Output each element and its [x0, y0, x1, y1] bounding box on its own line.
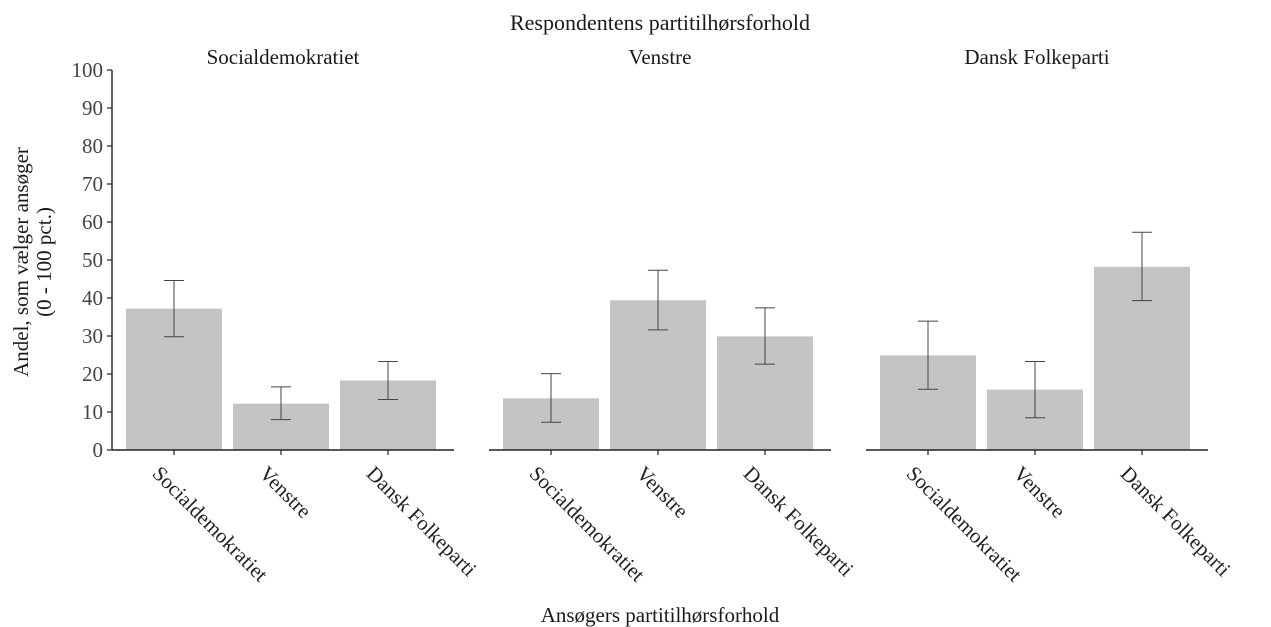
y-axis: 0 10 20 30 40 50 60 70 80 90 100 — [72, 58, 113, 462]
y-tick-label: 80 — [82, 134, 103, 158]
y-tick-label: 50 — [82, 248, 103, 272]
error-bar — [1132, 231, 1152, 302]
error-bar — [271, 386, 291, 421]
x-axis-title: Ansøgers partitilhørsforhold — [541, 603, 780, 627]
panels: 0 10 20 30 40 50 60 70 80 90 100 Socialdemokratiet S… — [72, 45, 1236, 586]
error-bar — [541, 373, 561, 423]
y-axis-title-line-2: (0 - 100 pct.) — [32, 207, 56, 317]
x-tick-label: Dansk Folkeparti — [739, 461, 859, 581]
y-axis-title-line-1: Andel, som vælger ansøger — [9, 147, 33, 377]
y-tick-label: 100 — [72, 58, 104, 82]
error-bar — [1025, 360, 1045, 419]
y-tick-label: 30 — [82, 324, 103, 348]
x-tick-label: Socialdemokratiet — [902, 461, 1027, 586]
error-bar — [378, 360, 398, 400]
y-tick-label: 90 — [82, 96, 103, 120]
x-tick-label: Dansk Folkeparti — [362, 461, 482, 581]
y-tick-label: 10 — [82, 400, 103, 424]
error-bar — [164, 280, 184, 338]
y-tick-label: 60 — [82, 210, 103, 234]
x-tick-label: Venstre — [632, 461, 694, 523]
panel-3: Dansk Folkeparti SocialdemokratietVenstre… — [866, 45, 1235, 586]
panel-title: Dansk Folkeparti — [964, 45, 1109, 69]
y-tick-label: 40 — [82, 286, 103, 310]
y-tick-label: 0 — [93, 438, 104, 462]
y-tick-label: 70 — [82, 172, 103, 196]
chart-title: Respondentens partitilhørsforhold — [510, 10, 810, 35]
panel-title: Venstre — [629, 45, 692, 69]
x-tick-label: Venstre — [255, 461, 317, 523]
panel-title: Socialdemokratiet — [207, 45, 360, 69]
y-axis-title: Andel, som vælger ansøger (0 - 100 pct.) — [9, 147, 56, 377]
y-tick-label: 20 — [82, 362, 103, 386]
panel-1: SocialdemokratietSocialdemokratietVenstr… — [112, 45, 481, 586]
x-tick-label: Dansk Folkeparti — [1116, 461, 1236, 581]
x-tick-label: Venstre — [1009, 461, 1071, 523]
x-tick-label: Socialdemokratiet — [525, 461, 650, 586]
error-bar — [918, 320, 938, 390]
x-tick-label: Socialdemokratiet — [148, 461, 273, 586]
error-bar — [648, 269, 668, 331]
error-bar — [755, 307, 775, 365]
